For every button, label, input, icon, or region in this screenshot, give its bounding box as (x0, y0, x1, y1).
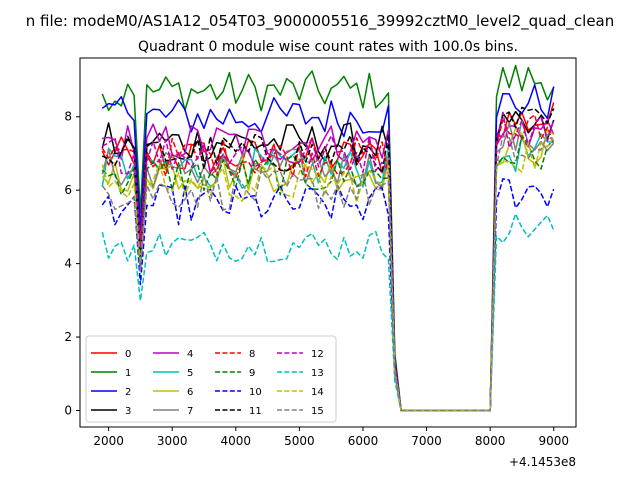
x-tick-label: 3000 (157, 434, 188, 448)
y-axis: 0 2 4 6 8 (64, 110, 80, 417)
legend-label-4: 4 (187, 349, 193, 360)
plot-frame (79, 57, 577, 428)
x-tick-label: 4000 (221, 434, 252, 448)
legend-label-0: 0 (125, 349, 131, 360)
legend-label-14: 14 (311, 387, 324, 398)
series-layer (101, 64, 555, 412)
legend-label-13: 13 (311, 368, 324, 379)
x-tick-label: 6000 (348, 434, 379, 448)
legend-label-2: 2 (125, 387, 131, 398)
legend-label-8: 8 (249, 349, 255, 360)
y-tick-label: 8 (64, 110, 72, 124)
legend-label-5: 5 (187, 368, 193, 379)
y-tick-label: 4 (64, 257, 72, 271)
legend-label-12: 12 (311, 349, 324, 360)
x-tick-label: 8000 (475, 434, 506, 448)
x-tick-label: 2000 (93, 434, 124, 448)
legend-label-6: 6 (187, 387, 193, 398)
chart-suptitle: n file: modeM0/AS1A12_054T03_9000005516_… (26, 12, 615, 31)
y-tick-label: 0 (64, 403, 72, 417)
x-axis: 2000 3000 4000 5000 6000 7000 8000 9000 (93, 427, 569, 448)
legend-label-3: 3 (125, 406, 131, 417)
y-tick-label: 6 (64, 183, 72, 197)
legend-label-1: 1 (125, 368, 131, 379)
x-tick-label: 5000 (284, 434, 315, 448)
series-line-15 (101, 133, 555, 412)
series-line-14 (101, 136, 555, 412)
legend-label-11: 11 (249, 406, 262, 417)
chart-title: Quadrant 0 module wise count rates with … (138, 39, 518, 55)
legend-label-7: 7 (187, 406, 193, 417)
legend-box (85, 335, 337, 423)
legend-label-10: 10 (249, 387, 262, 398)
x-tick-label: 9000 (538, 434, 569, 448)
y-tick-label: 2 (64, 330, 72, 344)
x-tick-label: 7000 (411, 434, 442, 448)
legend-label-15: 15 (311, 406, 324, 417)
legend-label-9: 9 (249, 368, 255, 379)
x-offset-text: +4.1453e8 (509, 455, 576, 469)
